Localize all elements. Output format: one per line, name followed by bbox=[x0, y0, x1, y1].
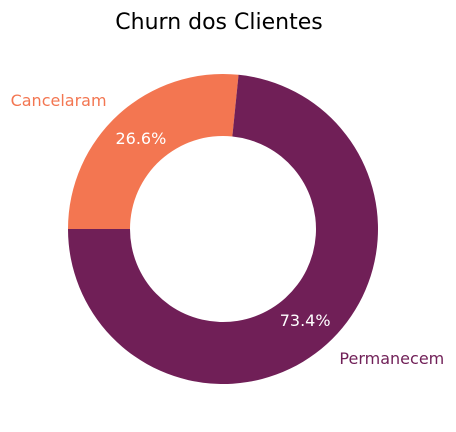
chart-title: Churn dos Clientes bbox=[115, 10, 322, 35]
slice-permanecem bbox=[68, 74, 378, 384]
category-label-permanecem: Permanecem bbox=[339, 349, 444, 368]
pct-label-cancelaram: 26.6% bbox=[115, 129, 166, 148]
donut-labels: 26.6% Cancelaram 73.4% Permanecem bbox=[11, 91, 445, 368]
category-label-cancelaram: Cancelaram bbox=[11, 91, 107, 110]
donut-slices bbox=[68, 74, 378, 384]
pct-label-permanecem: 73.4% bbox=[280, 311, 331, 330]
slice-cancelaram bbox=[68, 74, 239, 230]
